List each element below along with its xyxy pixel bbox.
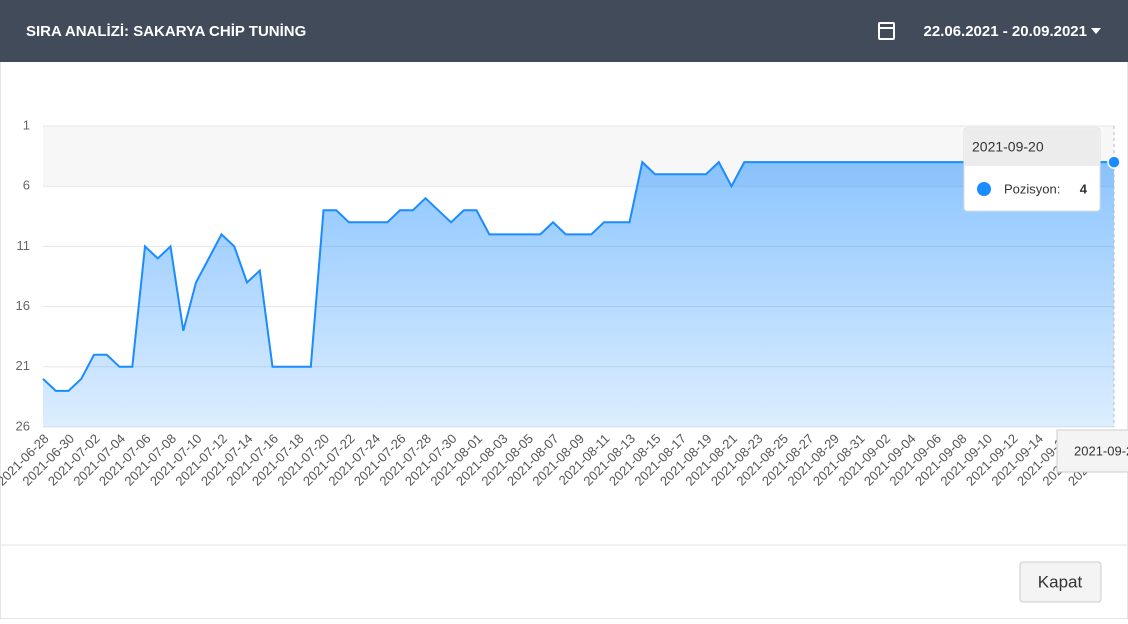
date-picker[interactable]: 22.06.2021 - 20.09.2021 (878, 22, 1101, 40)
tooltip-header (965, 129, 1099, 166)
y-tick-label: 21 (16, 358, 30, 373)
y-tick-label: 11 (17, 238, 31, 253)
area-fill (43, 162, 1114, 427)
y-tick-label: 26 (16, 418, 30, 433)
calendar-icon (878, 22, 895, 40)
y-tick-label: 6 (23, 178, 30, 193)
crosshair-label-text: 2021-09-20 (1074, 443, 1128, 458)
y-tick-label: 16 (16, 298, 30, 313)
header-bar (0, 0, 1128, 62)
tooltip-title: 2021-09-20 (972, 139, 1044, 155)
tooltip-marker (977, 182, 991, 196)
crosshair-label (1056, 429, 1128, 473)
tooltip-label: Pozisyon: (1004, 181, 1060, 196)
date-range[interactable]: 22.06.2021 - 20.09.2021 (924, 23, 1087, 40)
modal-title: SIRA ANALİZİ: SAKARYA CHİP TUNİNG (26, 23, 306, 40)
close-button-label[interactable]: Kapat (1038, 572, 1083, 591)
line (42, 160, 1114, 392)
plot-area: 16111621262021-06-282021-06-302021-07-02… (0, 117, 1128, 489)
close-button[interactable] (1019, 561, 1102, 603)
y-tick-label: 1 (23, 117, 30, 132)
dropdown-caret (1091, 28, 1101, 34)
hover-marker (1107, 155, 1121, 169)
tooltip-value: 4 (1080, 181, 1088, 196)
